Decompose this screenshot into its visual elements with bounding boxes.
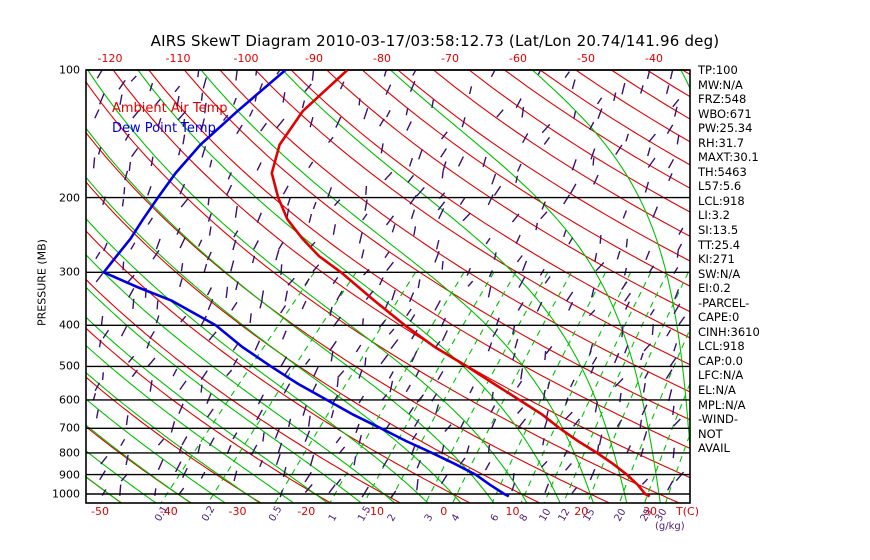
pressure-tick: 900 [59,468,80,482]
parameter-row: LCL:918 [698,339,745,354]
parameter-row: TH:5463 [698,164,747,179]
parameter-row: MAXT:30.1 [698,150,759,165]
bottom-temp-tick: 20 [574,505,589,518]
bottom-temp-tick: 10 [505,505,520,518]
top-temp-tick: -80 [373,52,391,65]
parameter-row: CAPE:0 [698,310,740,325]
temperature-unit-label: T(C) [676,505,699,518]
parameter-row: KI:271 [698,252,735,267]
pressure-tick: 300 [59,265,80,279]
parameter-row: -WIND- [698,412,739,427]
top-temp-tick: -70 [441,52,459,65]
top-temp-tick: -60 [509,52,527,65]
parameter-row: CINH:3610 [698,324,760,339]
pressure-tick: 100 [59,63,80,77]
parameter-row: NOT [698,426,723,441]
bottom-temp-tick: 0 [440,505,448,518]
parameter-row: -PARCEL- [698,295,750,310]
parameter-row: TP:100 [698,63,738,77]
bottom-temp-tick: 30 [643,505,657,518]
pressure-tick: 600 [59,393,80,407]
top-temp-tick: -40 [645,52,663,65]
top-temp-tick: -100 [233,52,259,65]
top-temp-tick: -120 [97,52,123,65]
parameter-row: FRZ:548 [698,92,747,107]
parameter-row: SI:13.5 [698,223,739,238]
pressure-tick: 1000 [52,487,80,501]
pressure-tick: 200 [59,191,80,205]
pressure-axis-label: PRESSURE (MB) [35,239,49,326]
parameter-row: PW:25.34 [698,121,753,136]
pressure-tick: 700 [59,421,80,435]
parameter-row: TT:25.4 [698,237,741,252]
parameter-row: RH:31.7 [698,135,745,150]
bottom-temp-tick: -30 [228,505,247,518]
parameter-row: MW:N/A [698,77,743,92]
legend-ambient-air-temp: Ambient Air Temp [112,101,228,116]
parameter-row: EL:N/A [698,383,736,398]
parameter-row: LFC:N/A [698,368,744,383]
parameter-row: LCL:918 [698,193,745,208]
parameter-row: MPL:N/A [698,397,746,412]
bottom-temp-tick: -20 [297,505,316,518]
pressure-tick: 800 [59,446,80,460]
bottom-temp-tick: -50 [91,505,109,518]
top-temp-tick: -50 [577,52,595,65]
pressure-tick: 400 [59,318,80,332]
parameter-row: L57:5.6 [698,179,742,194]
top-temp-tick: -90 [305,52,323,65]
parameter-row: LI:3.2 [698,208,730,223]
parameter-row: SW:N/A [698,266,741,281]
parameter-row: EI:0.2 [698,281,731,296]
page-title: AIRS SkewT Diagram 2010-03-17/03:58:12.7… [150,32,720,50]
bottom-temp-tick: -40 [159,505,178,518]
bottom-temp-tick: -10 [366,505,384,518]
legend-dew-point-temp: Dew Point Temp [112,121,216,136]
mixing-ratio-unit-label: (g/kg) [655,521,685,532]
parameter-panel: TP:100 MW:N/A FRZ:548 WBO:671 PW:25.34 RH:31.… [698,63,863,456]
parameter-row: WBO:671 [698,106,752,121]
parameter-row: AVAIL [698,441,730,456]
parameter-row: CAP:0.0 [698,353,743,368]
top-temp-tick: -110 [165,52,191,65]
pressure-tick: 500 [59,359,80,373]
